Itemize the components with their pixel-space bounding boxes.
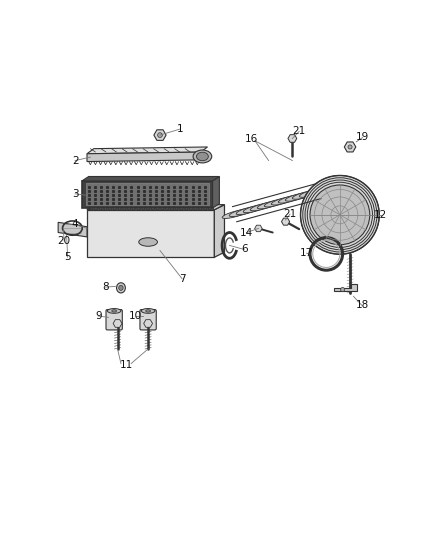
- Ellipse shape: [197, 152, 208, 161]
- Ellipse shape: [250, 202, 275, 211]
- Ellipse shape: [141, 309, 155, 313]
- Circle shape: [158, 133, 162, 138]
- Text: 16: 16: [244, 134, 258, 144]
- Circle shape: [348, 145, 352, 149]
- Ellipse shape: [285, 192, 310, 201]
- Text: 8: 8: [102, 282, 109, 292]
- Text: 10: 10: [129, 311, 142, 321]
- Text: 12: 12: [374, 210, 387, 220]
- FancyBboxPatch shape: [82, 181, 212, 208]
- Circle shape: [300, 175, 379, 254]
- Polygon shape: [82, 176, 219, 181]
- Text: 9: 9: [95, 311, 102, 321]
- Text: 18: 18: [355, 301, 369, 311]
- Ellipse shape: [264, 198, 289, 207]
- Polygon shape: [334, 285, 357, 291]
- Ellipse shape: [107, 309, 121, 313]
- Ellipse shape: [193, 150, 212, 163]
- Polygon shape: [312, 183, 321, 231]
- Polygon shape: [87, 210, 214, 257]
- Ellipse shape: [146, 310, 151, 312]
- Text: 21: 21: [283, 209, 297, 219]
- Ellipse shape: [307, 187, 331, 196]
- Polygon shape: [212, 176, 219, 208]
- Polygon shape: [58, 222, 87, 237]
- Text: 1: 1: [177, 124, 184, 134]
- FancyBboxPatch shape: [106, 310, 122, 330]
- Polygon shape: [214, 205, 224, 257]
- Text: 7: 7: [179, 273, 185, 284]
- Text: 6: 6: [241, 245, 247, 254]
- Ellipse shape: [119, 285, 123, 290]
- Ellipse shape: [243, 204, 268, 213]
- Text: 4: 4: [72, 220, 78, 229]
- Text: 3: 3: [72, 189, 78, 199]
- Ellipse shape: [292, 191, 317, 199]
- Text: 17: 17: [300, 248, 313, 258]
- Ellipse shape: [257, 200, 282, 209]
- Ellipse shape: [271, 196, 296, 205]
- Ellipse shape: [299, 189, 324, 197]
- Polygon shape: [87, 147, 208, 154]
- Text: 19: 19: [356, 133, 369, 142]
- Text: 5: 5: [64, 252, 71, 262]
- Circle shape: [341, 287, 345, 292]
- Text: 20: 20: [58, 236, 71, 246]
- Text: 2: 2: [72, 156, 78, 166]
- FancyBboxPatch shape: [140, 310, 156, 330]
- Ellipse shape: [222, 210, 247, 219]
- Text: 11: 11: [120, 360, 133, 370]
- Polygon shape: [87, 205, 224, 210]
- Ellipse shape: [229, 208, 254, 216]
- FancyBboxPatch shape: [86, 183, 209, 205]
- Ellipse shape: [112, 310, 117, 312]
- Polygon shape: [87, 152, 201, 161]
- Ellipse shape: [236, 206, 261, 215]
- Ellipse shape: [139, 238, 157, 246]
- Ellipse shape: [117, 282, 125, 293]
- Text: 14: 14: [240, 228, 253, 238]
- Ellipse shape: [278, 195, 303, 203]
- Circle shape: [310, 185, 370, 245]
- Text: 21: 21: [293, 126, 306, 136]
